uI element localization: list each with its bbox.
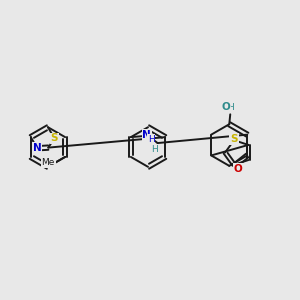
- Text: H: H: [151, 145, 158, 154]
- Text: N: N: [142, 130, 151, 140]
- Text: O: O: [222, 102, 231, 112]
- Text: Me: Me: [41, 158, 55, 167]
- Text: H: H: [148, 135, 154, 144]
- Text: S: S: [51, 134, 58, 143]
- Text: N: N: [33, 143, 42, 153]
- Text: H: H: [227, 103, 234, 112]
- Text: S: S: [230, 134, 238, 144]
- Text: O: O: [234, 164, 243, 174]
